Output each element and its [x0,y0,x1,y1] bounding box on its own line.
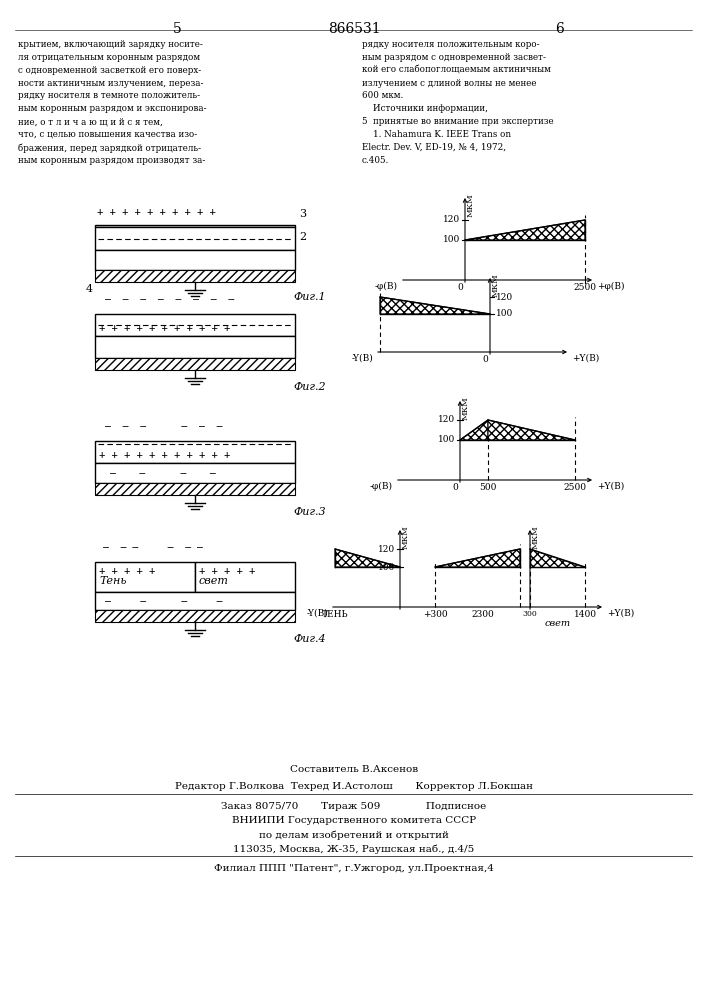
Bar [95,483,295,495]
Bar [95,227,295,250]
Text: +Y(B): +Y(B) [572,354,600,363]
Text: 100: 100 [443,235,460,244]
Text: -φ(B): -φ(B) [370,482,393,491]
Text: МКМ: МКМ [462,396,470,420]
Text: 500: 500 [479,483,497,492]
Text: 0: 0 [457,283,463,292]
Bar [195,562,295,592]
Bar [95,441,295,463]
Bar [95,562,195,592]
Text: —  —  —      —  —  —: — — — — — — [105,421,223,431]
Polygon shape [335,549,400,567]
Text: + + + + +: + + + + + [199,566,255,576]
Text: —  — —     —  — —: — — — — — — [103,542,203,552]
Text: -φ(B): -φ(B) [375,282,398,291]
Text: Фиг.4: Фиг.4 [293,634,327,644]
Text: ТЕНЬ: ТЕНЬ [322,610,349,619]
Text: 866531: 866531 [327,22,380,36]
Polygon shape [488,420,575,440]
Text: + + + + + + + + + +: + + + + + + + + + + [97,207,216,217]
Text: МКМ: МКМ [402,525,410,549]
Polygon shape [435,549,520,567]
Text: + + + + + + + + + + +: + + + + + + + + + + + [99,323,230,333]
Bar [95,314,295,336]
Text: 100: 100 [496,310,513,318]
Text: + + + + +: + + + + + [99,566,156,576]
Text: рядку носителя положительным коро-
ным разрядом с одновременной засвет-
кой его : рядку носителя положительным коро- ным р… [362,40,554,165]
Text: 2300: 2300 [471,610,494,619]
Text: -Y(B): -Y(B) [351,354,373,363]
Text: —  —  —  —  —  —  —  —: — — — — — — — — [105,294,234,304]
Text: + + + + + + + + + + +: + + + + + + + + + + + [99,450,230,460]
Text: крытием, включающий зарядку носите-
ля отрицательным коронным разрядом
с одновре: крытием, включающий зарядку носите- ля о… [18,40,206,165]
Bar [95,336,295,358]
Text: 5: 5 [173,22,182,36]
Text: Филиал ППП "Патент", г.Ужгород, ул.Проектная,4: Филиал ППП "Патент", г.Ужгород, ул.Проек… [214,864,494,873]
Text: 3: 3 [299,209,306,219]
Text: по делам изобретений и открытий: по делам изобретений и открытий [259,830,449,840]
Text: +Y(B): +Y(B) [607,609,634,618]
Text: МКМ: МКМ [532,525,540,549]
Bar [95,610,295,622]
Text: 0: 0 [452,483,458,492]
Polygon shape [530,549,585,567]
Text: 1400: 1400 [573,610,597,619]
Polygon shape [380,297,490,314]
Text: Заказ 8075/70       Тираж 509              Подписное: Заказ 8075/70 Тираж 509 Подписное [221,802,486,811]
Bar [95,225,295,227]
Text: 300: 300 [522,610,537,618]
Text: 120: 120 [378,544,395,554]
Text: ВНИИПИ Государственного комитета СССР: ВНИИПИ Государственного комитета СССР [232,816,476,825]
Text: —    —      —    —: — — — — [110,468,216,478]
Bar [95,250,295,270]
Text: Фиг.1: Фиг.1 [293,292,327,302]
Text: +300: +300 [423,610,448,619]
Text: 2: 2 [299,232,306,242]
Text: 6: 6 [556,22,564,36]
Text: 113035, Москва, Ж-35, Раушская наб., д.4/5: 113035, Москва, Ж-35, Раушская наб., д.4… [233,844,474,854]
Text: 100: 100 [438,436,455,444]
Bar [95,592,295,610]
Text: 120: 120 [438,416,455,424]
Text: Фиг.2: Фиг.2 [293,382,327,392]
Text: -Y(B): -Y(B) [306,609,328,618]
Text: +Y(B): +Y(B) [597,482,624,491]
Polygon shape [460,420,488,440]
Text: Редактор Г.Волкова  Техред И.Астолош       Корректор Л.Бокшан: Редактор Г.Волкова Техред И.Астолош Корр… [175,782,533,791]
Text: 2500: 2500 [573,283,597,292]
Text: 120: 120 [443,216,460,225]
Text: МКМ: МКМ [492,273,500,297]
Text: +φ(B): +φ(B) [597,282,624,291]
Text: 2500: 2500 [563,483,587,492]
Bar [95,270,295,282]
Text: Тень: Тень [99,576,127,586]
Text: Составитель В.Аксенов: Составитель В.Аксенов [290,765,418,774]
Text: 4: 4 [86,284,93,294]
Bar [95,463,295,483]
Text: свет: свет [199,576,229,586]
Bar [95,358,295,370]
Text: 100: 100 [378,562,395,572]
Text: 0: 0 [482,355,488,364]
Text: МКМ: МКМ [467,193,475,217]
Text: свет: свет [544,619,571,628]
Text: —     —      —     —: — — — — [105,596,223,606]
Text: 120: 120 [496,292,513,302]
Polygon shape [465,220,585,240]
Text: Фиг.3: Фиг.3 [293,507,327,517]
